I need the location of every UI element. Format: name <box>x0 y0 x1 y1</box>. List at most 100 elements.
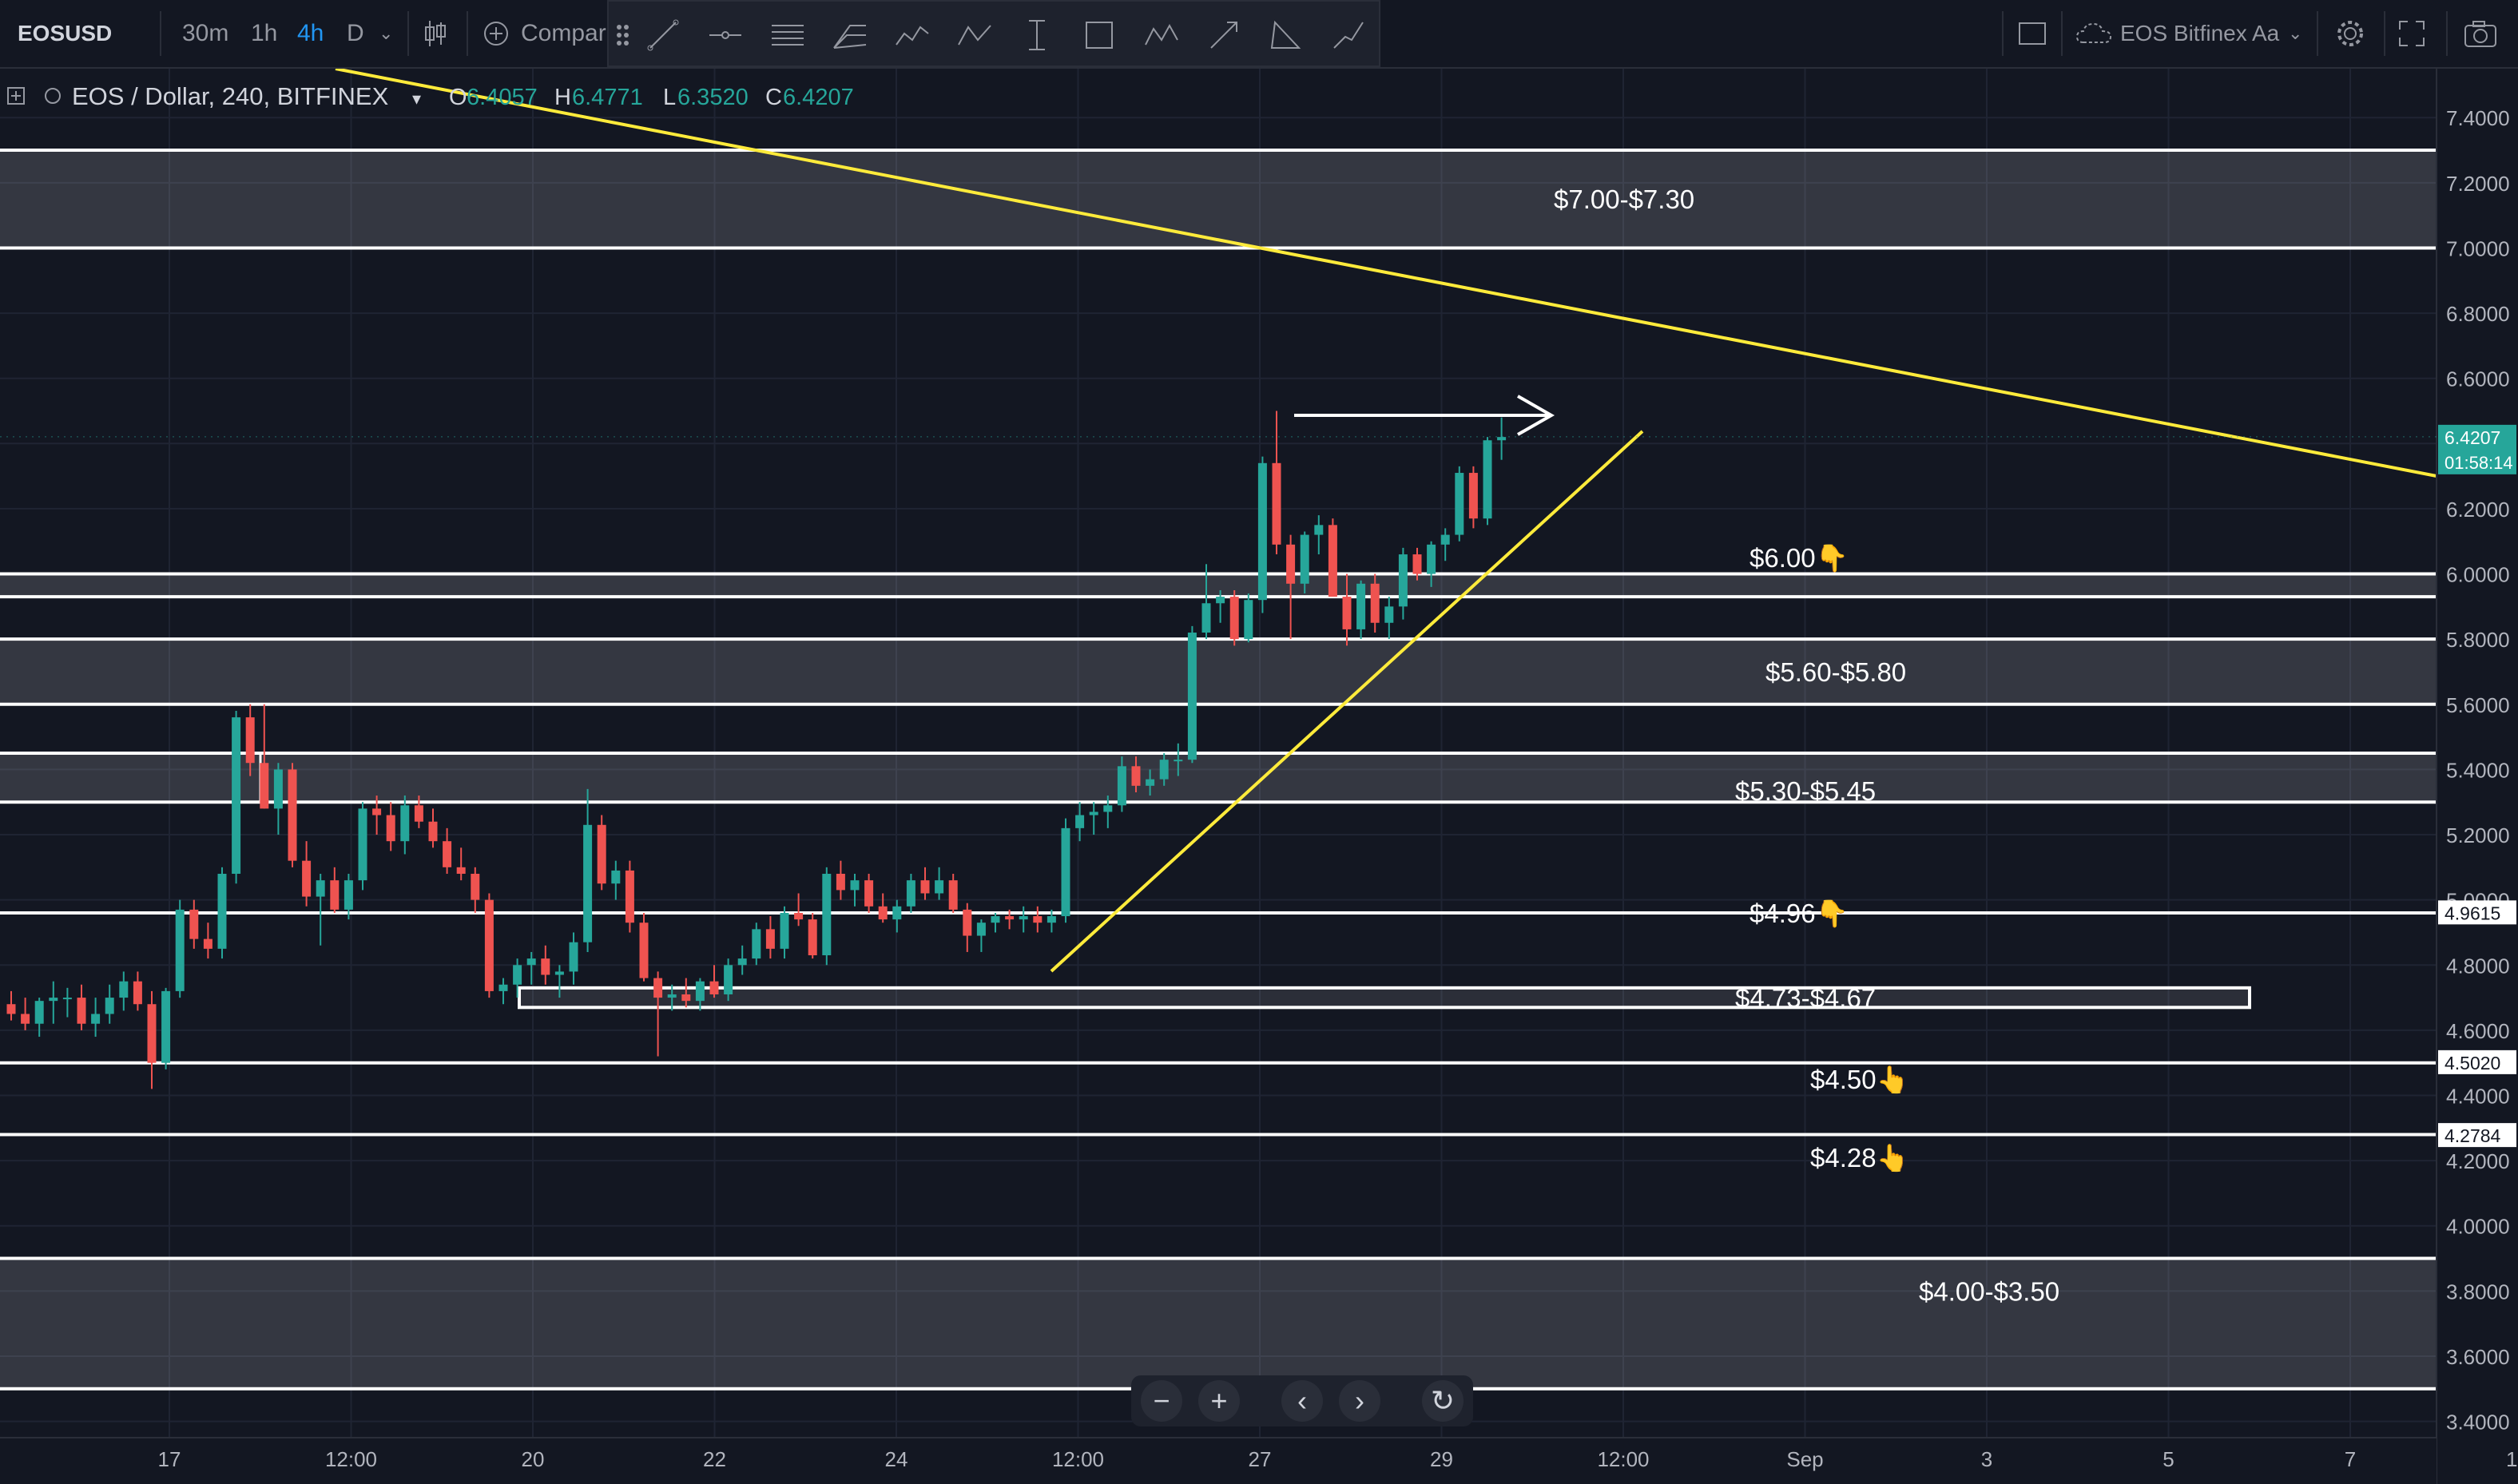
candle-body <box>794 912 804 920</box>
time-tick-label: 17 <box>158 1447 181 1471</box>
legend-collapse-icon[interactable] <box>7 87 25 105</box>
horizontal-line-icon[interactable] <box>706 16 745 54</box>
price-tick-label: 7.2000 <box>2446 172 2510 196</box>
time-tick-label: 12:00 <box>2506 1447 2518 1471</box>
candle-body <box>1370 583 1380 623</box>
candle-body <box>653 978 663 998</box>
candle-body <box>808 919 817 956</box>
candle-body <box>892 906 902 920</box>
candle-body <box>1497 437 1507 441</box>
candle-body <box>245 717 255 764</box>
cloud-icon[interactable] <box>2075 0 2112 67</box>
symbol-search[interactable]: EOSUSD <box>18 21 113 46</box>
price-axis-background[interactable] <box>2437 69 2518 1484</box>
legend-dropdown-icon[interactable]: ▾ <box>412 89 421 109</box>
gear-icon[interactable] <box>2334 0 2366 67</box>
reset-chart-button[interactable]: ↻ <box>1422 1380 1464 1422</box>
wave-pattern-icon[interactable] <box>893 16 931 54</box>
layout-name[interactable]: EOS Bitfinex Aa <box>2120 21 2280 46</box>
candle-body <box>330 880 340 910</box>
chart-legend: EOS / Dollar, 240, BITFINEX ▾ O 6.4057 H… <box>7 82 854 110</box>
price-tick-label: 7.0000 <box>2446 236 2510 260</box>
pitchfork-icon[interactable] <box>831 16 869 54</box>
candle-body <box>963 909 972 936</box>
price-axis[interactable]: 3.4000 3.6000 3.8000 4.0000 4.2000 4.4000 4.60… <box>2436 69 2518 1484</box>
candle-body <box>991 916 1000 923</box>
candle-body <box>49 998 58 1002</box>
interval-d[interactable]: D <box>347 20 364 46</box>
price-tick-label: 5.4000 <box>2446 758 2510 782</box>
candle-body <box>372 808 382 815</box>
level-label: $4.50👆 <box>1810 1065 1909 1095</box>
candle-body <box>358 808 367 881</box>
descending-trendline[interactable] <box>335 69 2437 478</box>
path-icon[interactable] <box>1329 16 1368 54</box>
toolbar-divider <box>2317 11 2318 56</box>
candle-body <box>6 1004 16 1014</box>
candle-body <box>62 998 72 1000</box>
camera-icon[interactable] <box>2464 0 2497 67</box>
price-tag-label: 4.9615 <box>2445 903 2500 923</box>
price-tick-label: 6.8000 <box>2446 302 2510 326</box>
measure-icon[interactable] <box>1018 16 1056 54</box>
candle-body <box>161 990 171 1063</box>
zoom-out-button[interactable]: − <box>1141 1380 1182 1422</box>
candle-body <box>1033 916 1043 923</box>
price-tag-background <box>2438 1123 2516 1148</box>
candle-body <box>1356 583 1366 629</box>
interval-dropdown-icon[interactable]: ⌄ <box>379 23 394 43</box>
candle-body <box>119 981 129 998</box>
ascending-trendline[interactable] <box>1050 430 1644 973</box>
drag-handle-icon[interactable] <box>615 16 653 54</box>
time-axis-background[interactable] <box>0 1438 2437 1484</box>
expand-icon[interactable] <box>2397 0 2427 67</box>
fullscreen-toggle-icon[interactable] <box>2018 0 2047 67</box>
xabcd-pattern-icon[interactable] <box>1142 16 1181 54</box>
interval-1h[interactable]: 1h <box>251 20 278 46</box>
scroll-right-button[interactable]: › <box>1339 1380 1380 1422</box>
time-tick-label: Sep <box>1786 1447 1823 1471</box>
candle-body <box>513 965 522 985</box>
candle-body <box>822 873 832 956</box>
zone-box[interactable] <box>518 986 2251 1010</box>
trend-line-icon[interactable] <box>644 16 682 54</box>
layout-dropdown-icon[interactable]: ⌄ <box>2288 23 2303 43</box>
scroll-left-button[interactable]: ‹ <box>1281 1380 1323 1422</box>
candle-body <box>1314 525 1324 535</box>
candle-style-icon[interactable] <box>423 0 447 67</box>
compare-plus-icon[interactable] <box>483 0 510 67</box>
zone-label: $6.00👇 <box>1749 543 1849 574</box>
rectangle-icon[interactable] <box>1080 16 1118 54</box>
zoom-in-button[interactable]: + <box>1198 1380 1240 1422</box>
candle-body <box>260 763 269 809</box>
arrow-icon[interactable] <box>1205 16 1243 54</box>
abcd-pattern-icon[interactable] <box>955 16 994 54</box>
zone-label: $4.00-$3.50 <box>1919 1276 2059 1306</box>
compare-button[interactable]: Compare <box>521 20 620 46</box>
time-tick-label: 27 <box>1249 1447 1272 1471</box>
price-tick-label: 3.4000 <box>2446 1411 2510 1434</box>
legend-l-label: L <box>663 85 676 110</box>
parallel-channel-icon[interactable] <box>769 16 807 54</box>
zone-fill <box>0 150 2437 248</box>
time-tick-label: 22 <box>703 1447 726 1471</box>
zone-fill <box>0 639 2437 704</box>
price-chart[interactable]: $7.00-$7.30 $6.00👇 $5.60-$5.80 $5.30-$5.45 $… <box>0 69 2518 1484</box>
zone-label: $5.60-$5.80 <box>1765 657 1906 687</box>
price-tag-label: 6.4207 <box>2445 427 2500 448</box>
candle-body <box>597 824 606 884</box>
legend-title[interactable]: EOS / Dollar, 240, BITFINEX <box>72 82 389 110</box>
candle-body <box>1440 534 1450 545</box>
triangle-icon[interactable] <box>1267 16 1305 54</box>
candle-body <box>232 717 241 874</box>
interval-30m[interactable]: 30m <box>182 20 229 46</box>
interval-4h[interactable]: 4h <box>297 20 324 46</box>
time-tick-label: 3 <box>1981 1447 1992 1471</box>
candle-body <box>1047 916 1056 923</box>
legend-c-label: C <box>765 85 782 110</box>
candle-body <box>920 880 930 894</box>
candle-body <box>695 981 705 1002</box>
candle-body <box>1328 525 1337 597</box>
